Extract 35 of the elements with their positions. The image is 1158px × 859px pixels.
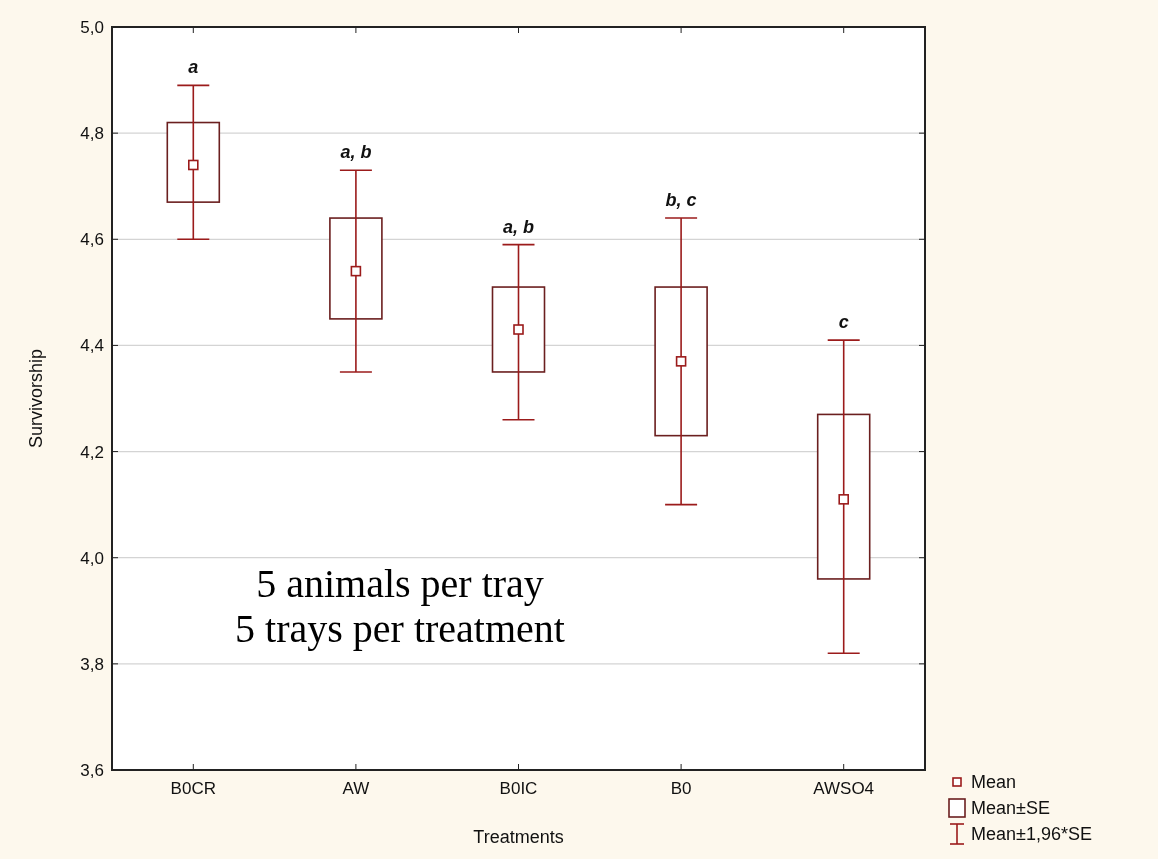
point — [513, 324, 524, 335]
point — [350, 265, 362, 277]
x-tick-label: AWSO4 — [813, 779, 875, 798]
legend-label: Mean — [971, 772, 1017, 792]
y-tick-label: 4,2 — [80, 442, 104, 462]
bar — [816, 413, 871, 580]
point — [838, 494, 849, 505]
y-tick-label: 5,0 — [80, 18, 104, 37]
y-tick-label: 3,8 — [80, 654, 104, 674]
point — [675, 356, 687, 367]
y-tick-label: 4,6 — [80, 230, 104, 250]
x-tick-label: B0CR — [170, 779, 216, 798]
x-tick-label: B0IC — [499, 779, 538, 798]
annotation: c — [838, 312, 849, 333]
y-tick-label: 4,8 — [80, 124, 104, 144]
x-tick-label: B0 — [670, 779, 692, 798]
annotation: 5 animals per tray — [256, 561, 544, 606]
point — [188, 159, 199, 171]
x-tick-label: AW — [342, 779, 370, 798]
annotation: b, c — [665, 190, 697, 211]
y-axis-title: Survivorship — [26, 348, 46, 449]
y-tick-label: 4,0 — [80, 548, 104, 568]
annotation: 5 trays per treatment — [235, 606, 565, 651]
bar — [329, 217, 383, 320]
legend-label: Mean±1,96*SE — [971, 824, 1092, 844]
bar — [654, 286, 708, 437]
bar — [491, 286, 546, 373]
annotation: a, b — [340, 142, 372, 163]
x-axis-title: Treatments — [473, 827, 564, 847]
annotation: a — [188, 57, 199, 78]
y-tick-label: 3,6 — [80, 761, 104, 780]
y-tick-label: 4,4 — [80, 336, 104, 356]
legend-label: Mean±SE — [971, 798, 1050, 818]
bar — [166, 121, 221, 203]
annotation: a, b — [502, 216, 535, 237]
